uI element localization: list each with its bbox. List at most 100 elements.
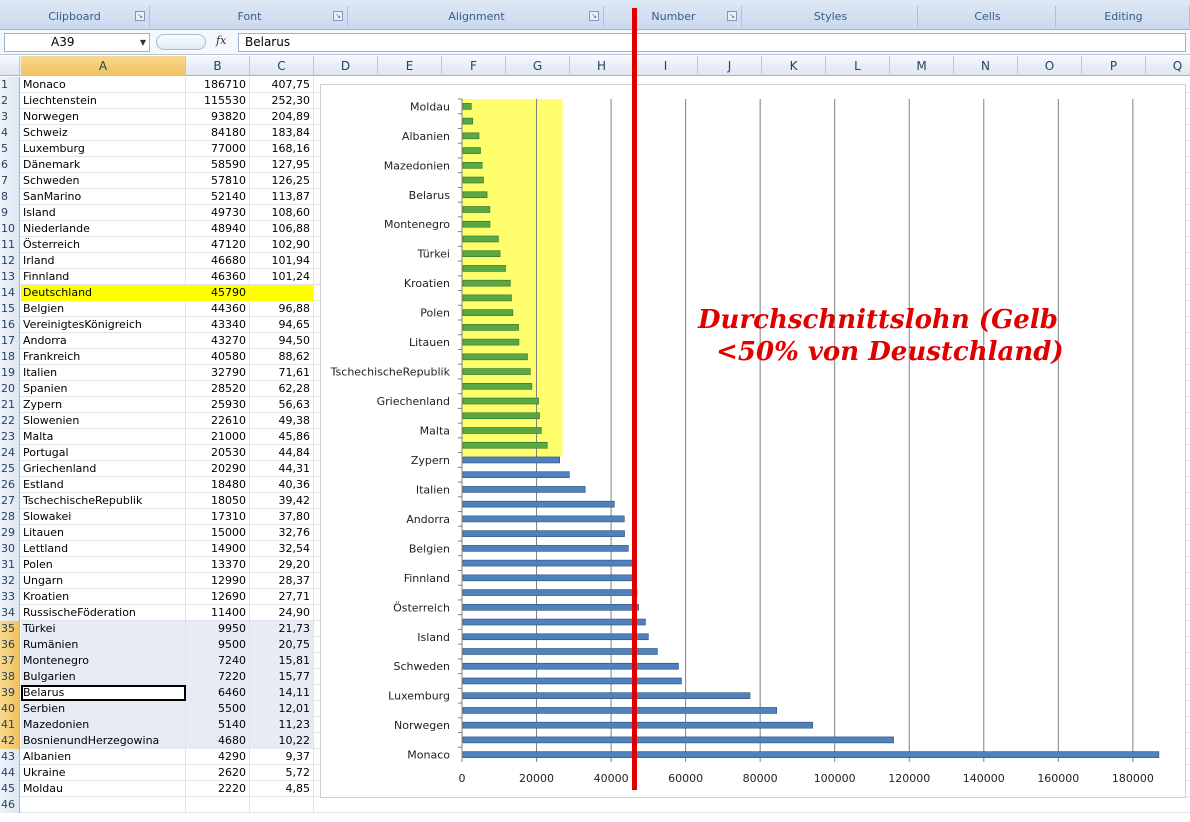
row-header[interactable]: 1 — [0, 77, 20, 93]
cell-salary[interactable]: 11400 — [186, 605, 250, 621]
cell-percent[interactable]: 126,25 — [250, 173, 314, 189]
cell-percent[interactable]: 21,73 — [250, 621, 314, 637]
cell-percent[interactable]: 27,71 — [250, 589, 314, 605]
row-header[interactable]: 2 — [0, 93, 20, 109]
cell-salary[interactable]: 46360 — [186, 269, 250, 285]
cell-salary[interactable]: 57810 — [186, 173, 250, 189]
cell-salary[interactable] — [186, 797, 250, 813]
column-header-d[interactable]: D — [314, 56, 378, 76]
cell-salary[interactable]: 40580 — [186, 349, 250, 365]
column-header-m[interactable]: M — [890, 56, 954, 76]
cell-country[interactable]: Frankreich — [21, 349, 186, 365]
row-header[interactable]: 38 — [0, 669, 20, 685]
cell-percent[interactable] — [250, 797, 314, 813]
cell-country[interactable]: Andorra — [21, 333, 186, 349]
row-header[interactable]: 5 — [0, 141, 20, 157]
cell-salary[interactable]: 47120 — [186, 237, 250, 253]
row-header[interactable]: 33 — [0, 589, 20, 605]
cell-percent[interactable] — [250, 285, 314, 301]
worksheet-grid[interactable]: 1 Monaco 186710 407,75 2 Liechtenstein 115530 2… — [0, 77, 1190, 822]
cell-country[interactable]: Kroatien — [21, 589, 186, 605]
cell-percent[interactable]: 168,16 — [250, 141, 314, 157]
cell-percent[interactable]: 94,65 — [250, 317, 314, 333]
cell-salary[interactable]: 49730 — [186, 205, 250, 221]
cell-country[interactable]: Litauen — [21, 525, 186, 541]
row-header[interactable]: 17 — [0, 333, 20, 349]
cell-percent[interactable]: 44,31 — [250, 461, 314, 477]
cell-country[interactable]: Moldau — [21, 781, 186, 797]
cell-percent[interactable]: 5,72 — [250, 765, 314, 781]
cell-salary[interactable]: 20530 — [186, 445, 250, 461]
row-header[interactable]: 28 — [0, 509, 20, 525]
cell-salary[interactable]: 17310 — [186, 509, 250, 525]
cell-salary[interactable]: 43270 — [186, 333, 250, 349]
dialog-launcher-icon[interactable]: ↘ — [727, 11, 737, 21]
cell-salary[interactable]: 18050 — [186, 493, 250, 509]
cell-country[interactable]: Finnland — [21, 269, 186, 285]
cell-country[interactable]: Portugal — [21, 445, 186, 461]
cell-country[interactable]: Slowenien — [21, 413, 186, 429]
row-header[interactable]: 26 — [0, 477, 20, 493]
cell-percent[interactable]: 127,95 — [250, 157, 314, 173]
row-header[interactable]: 31 — [0, 557, 20, 573]
cell-country[interactable]: TschechischeRepublik — [21, 493, 186, 509]
cell-country[interactable]: Italien — [21, 365, 186, 381]
cell-country[interactable]: Griechenland — [21, 461, 186, 477]
cell-percent[interactable]: 14,11 — [250, 685, 314, 701]
column-header-j[interactable]: J — [698, 56, 762, 76]
cell-percent[interactable]: 183,84 — [250, 125, 314, 141]
cell-salary[interactable]: 28520 — [186, 381, 250, 397]
cell-percent[interactable]: 252,30 — [250, 93, 314, 109]
cell-country[interactable]: Montenegro — [21, 653, 186, 669]
row-header[interactable]: 7 — [0, 173, 20, 189]
cell-country[interactable]: Ungarn — [21, 573, 186, 589]
cell-percent[interactable]: 49,38 — [250, 413, 314, 429]
cell-percent[interactable]: 71,61 — [250, 365, 314, 381]
dialog-launcher-icon[interactable]: ↘ — [589, 11, 599, 21]
cell-salary[interactable]: 32790 — [186, 365, 250, 381]
cell-country[interactable]: Rumänien — [21, 637, 186, 653]
cell-percent[interactable]: 45,86 — [250, 429, 314, 445]
column-header-g[interactable]: G — [506, 56, 570, 76]
column-header-p[interactable]: P — [1082, 56, 1146, 76]
bar-chart[interactable]: 0 20000 40000 60000 80000 100000 120000 140000 1… — [320, 84, 1186, 798]
cell-percent[interactable]: 102,90 — [250, 237, 314, 253]
cell-percent[interactable]: 9,37 — [250, 749, 314, 765]
cell-country[interactable]: Ukraine — [21, 765, 186, 781]
row-header[interactable]: 19 — [0, 365, 20, 381]
cell-country[interactable]: Luxemburg — [21, 141, 186, 157]
row-header[interactable]: 8 — [0, 189, 20, 205]
dialog-launcher-icon[interactable]: ↘ — [333, 11, 343, 21]
cell-percent[interactable]: 101,94 — [250, 253, 314, 269]
cell-country[interactable] — [21, 797, 186, 813]
cell-salary[interactable]: 43340 — [186, 317, 250, 333]
row-header[interactable]: 43 — [0, 749, 20, 765]
cell-salary[interactable]: 46680 — [186, 253, 250, 269]
cell-percent[interactable]: 29,20 — [250, 557, 314, 573]
cell-country[interactable]: Schweiz — [21, 125, 186, 141]
cell-country[interactable]: Albanien — [21, 749, 186, 765]
cell-salary[interactable]: 5140 — [186, 717, 250, 733]
cell-percent[interactable]: 24,90 — [250, 605, 314, 621]
cell-percent[interactable]: 106,88 — [250, 221, 314, 237]
cell-salary[interactable]: 22610 — [186, 413, 250, 429]
cell-country[interactable]: Deutschland — [21, 285, 186, 301]
cell-percent[interactable]: 32,76 — [250, 525, 314, 541]
column-header-k[interactable]: K — [762, 56, 826, 76]
ribbon-group-editing[interactable]: Editing — [1058, 6, 1190, 27]
cell-percent[interactable]: 28,37 — [250, 573, 314, 589]
row-header[interactable]: 11 — [0, 237, 20, 253]
cell-salary[interactable]: 44360 — [186, 301, 250, 317]
cell-country[interactable]: Mazedonien — [21, 717, 186, 733]
cell-country[interactable]: Polen — [21, 557, 186, 573]
cell-country[interactable]: Österreich — [21, 237, 186, 253]
column-header-i[interactable]: I — [634, 56, 698, 76]
cell-percent[interactable]: 56,63 — [250, 397, 314, 413]
cell-country[interactable]: Norwegen — [21, 109, 186, 125]
cell-percent[interactable]: 44,84 — [250, 445, 314, 461]
cell-country[interactable]: Liechtenstein — [21, 93, 186, 109]
column-header-e[interactable]: E — [378, 56, 442, 76]
column-header-f[interactable]: F — [442, 56, 506, 76]
cell-salary[interactable]: 7240 — [186, 653, 250, 669]
cell-country[interactable]: Schweden — [21, 173, 186, 189]
